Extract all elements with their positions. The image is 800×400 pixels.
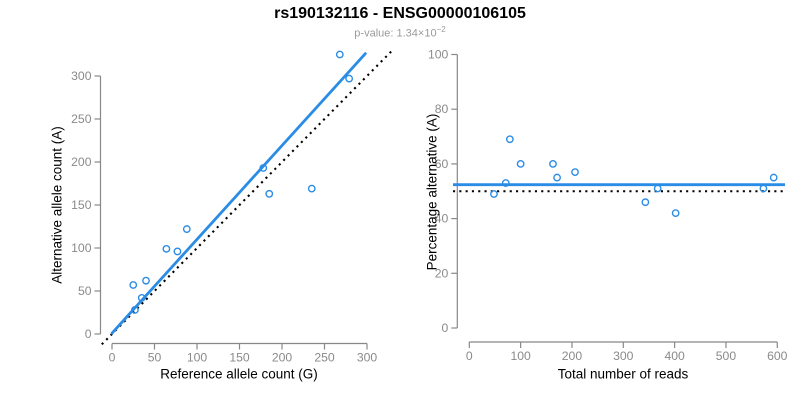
- y-tick-label: 50: [78, 284, 92, 298]
- left-y-axis-label: Alternative allele count (A): [49, 126, 65, 284]
- x-tick-label: 500: [716, 349, 737, 363]
- x-tick-label: 600: [767, 349, 788, 363]
- data-point: [571, 168, 579, 177]
- reference-dotted-line: [101, 49, 392, 346]
- x-tick-label: 100: [510, 349, 531, 363]
- pvalue-base: p-value: 1.34×10: [354, 27, 437, 40]
- y-tick-label: 250: [71, 112, 92, 126]
- data-point: [162, 244, 171, 253]
- data-point: [173, 247, 182, 256]
- y-tick-label: 40: [435, 212, 449, 226]
- y-tick-label: 80: [435, 102, 449, 116]
- data-point: [137, 293, 146, 302]
- y-tick-label: 60: [435, 157, 449, 171]
- fit-line: [110, 52, 367, 335]
- data-point: [131, 306, 139, 314]
- data-point: [641, 198, 650, 207]
- data-point: [307, 184, 316, 193]
- data-point: [142, 276, 150, 285]
- y-tick-label: 0: [442, 321, 449, 335]
- data-point: [549, 159, 557, 168]
- x-tick-label: 300: [357, 351, 378, 365]
- data-point: [501, 179, 510, 187]
- x-tick-label: 250: [314, 351, 335, 365]
- x-tick-label: 0: [109, 351, 116, 365]
- y-tick-label: 150: [71, 198, 92, 212]
- y-tick-label: 300: [71, 69, 92, 83]
- data-point: [769, 173, 778, 182]
- data-point: [345, 74, 354, 83]
- right-y-axis-label: Percentage alternative (A): [424, 113, 440, 271]
- data-point: [490, 190, 498, 198]
- data-point: [505, 135, 514, 144]
- y-tick-label: 200: [71, 155, 92, 169]
- data-point: [671, 209, 680, 218]
- x-tick-label: 0: [466, 349, 473, 363]
- data-point: [653, 184, 662, 193]
- x-tick-label: 200: [272, 351, 293, 365]
- plot-area: [101, 49, 392, 346]
- data-point: [259, 164, 268, 172]
- x-tick-label: 100: [187, 351, 208, 365]
- data-point: [335, 50, 344, 59]
- y-tick-label: 100: [428, 48, 449, 62]
- page-title: rs190132116 - ENSG00000106105: [274, 5, 526, 22]
- y-tick-label: 20: [435, 266, 449, 280]
- data-point: [759, 184, 768, 193]
- x-tick-label: 200: [562, 349, 583, 363]
- data-point: [129, 281, 138, 289]
- x-tick-label: 400: [664, 349, 685, 363]
- data-point: [553, 173, 561, 182]
- x-tick-label: 50: [148, 351, 162, 365]
- right-x-axis-label: Total number of reads: [557, 366, 689, 382]
- plot-area: [453, 135, 785, 218]
- pvalue-exponent: −2: [436, 25, 446, 34]
- data-point: [182, 225, 191, 233]
- pvalue-subtitle: p-value: 1.34×10−2: [0, 25, 800, 40]
- x-tick-label: 150: [229, 351, 250, 365]
- data-point: [516, 159, 525, 168]
- y-tick-label: 100: [71, 241, 92, 255]
- x-tick-label: 300: [613, 349, 634, 363]
- data-point: [265, 189, 274, 198]
- y-tick-label: 0: [85, 327, 92, 341]
- left-x-axis-label: Reference allele count (G): [160, 366, 318, 382]
